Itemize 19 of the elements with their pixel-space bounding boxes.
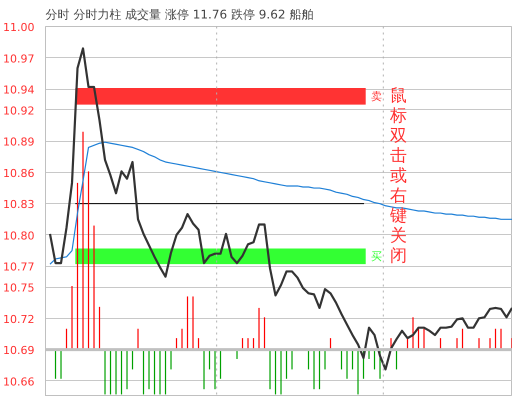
y-tick-label: 10.97 (3, 52, 35, 66)
y-tick-label: 10.86 (3, 166, 35, 180)
text: 鼠标双击或右键关闭 (390, 86, 407, 266)
y-tick-label: 10.83 (3, 198, 35, 212)
y-tick-label: 11.00 (3, 21, 35, 34)
chart-title: 分时 分时力柱 成交量 涨停 11.76 跌停 9.62 船舶 (46, 8, 314, 22)
band-label: 卖 (371, 90, 382, 103)
line-series (49, 142, 512, 265)
y-tick-label: 10.77 (3, 260, 35, 274)
y-tick-label: 10.92 (3, 104, 35, 118)
line-series (48, 47, 512, 370)
y-tick-label: 10.94 (3, 84, 35, 97)
y-tick-label: 10.89 (3, 136, 35, 149)
y-tick-label: 10.72 (3, 312, 35, 326)
y-tick-label: 10.69 (3, 344, 35, 358)
y-tick-label: 10.66 (3, 375, 35, 388)
band-label: 买 (371, 250, 382, 263)
y-tick-label: 10.80 (3, 229, 35, 242)
y-tick-label: 10.75 (3, 282, 35, 295)
